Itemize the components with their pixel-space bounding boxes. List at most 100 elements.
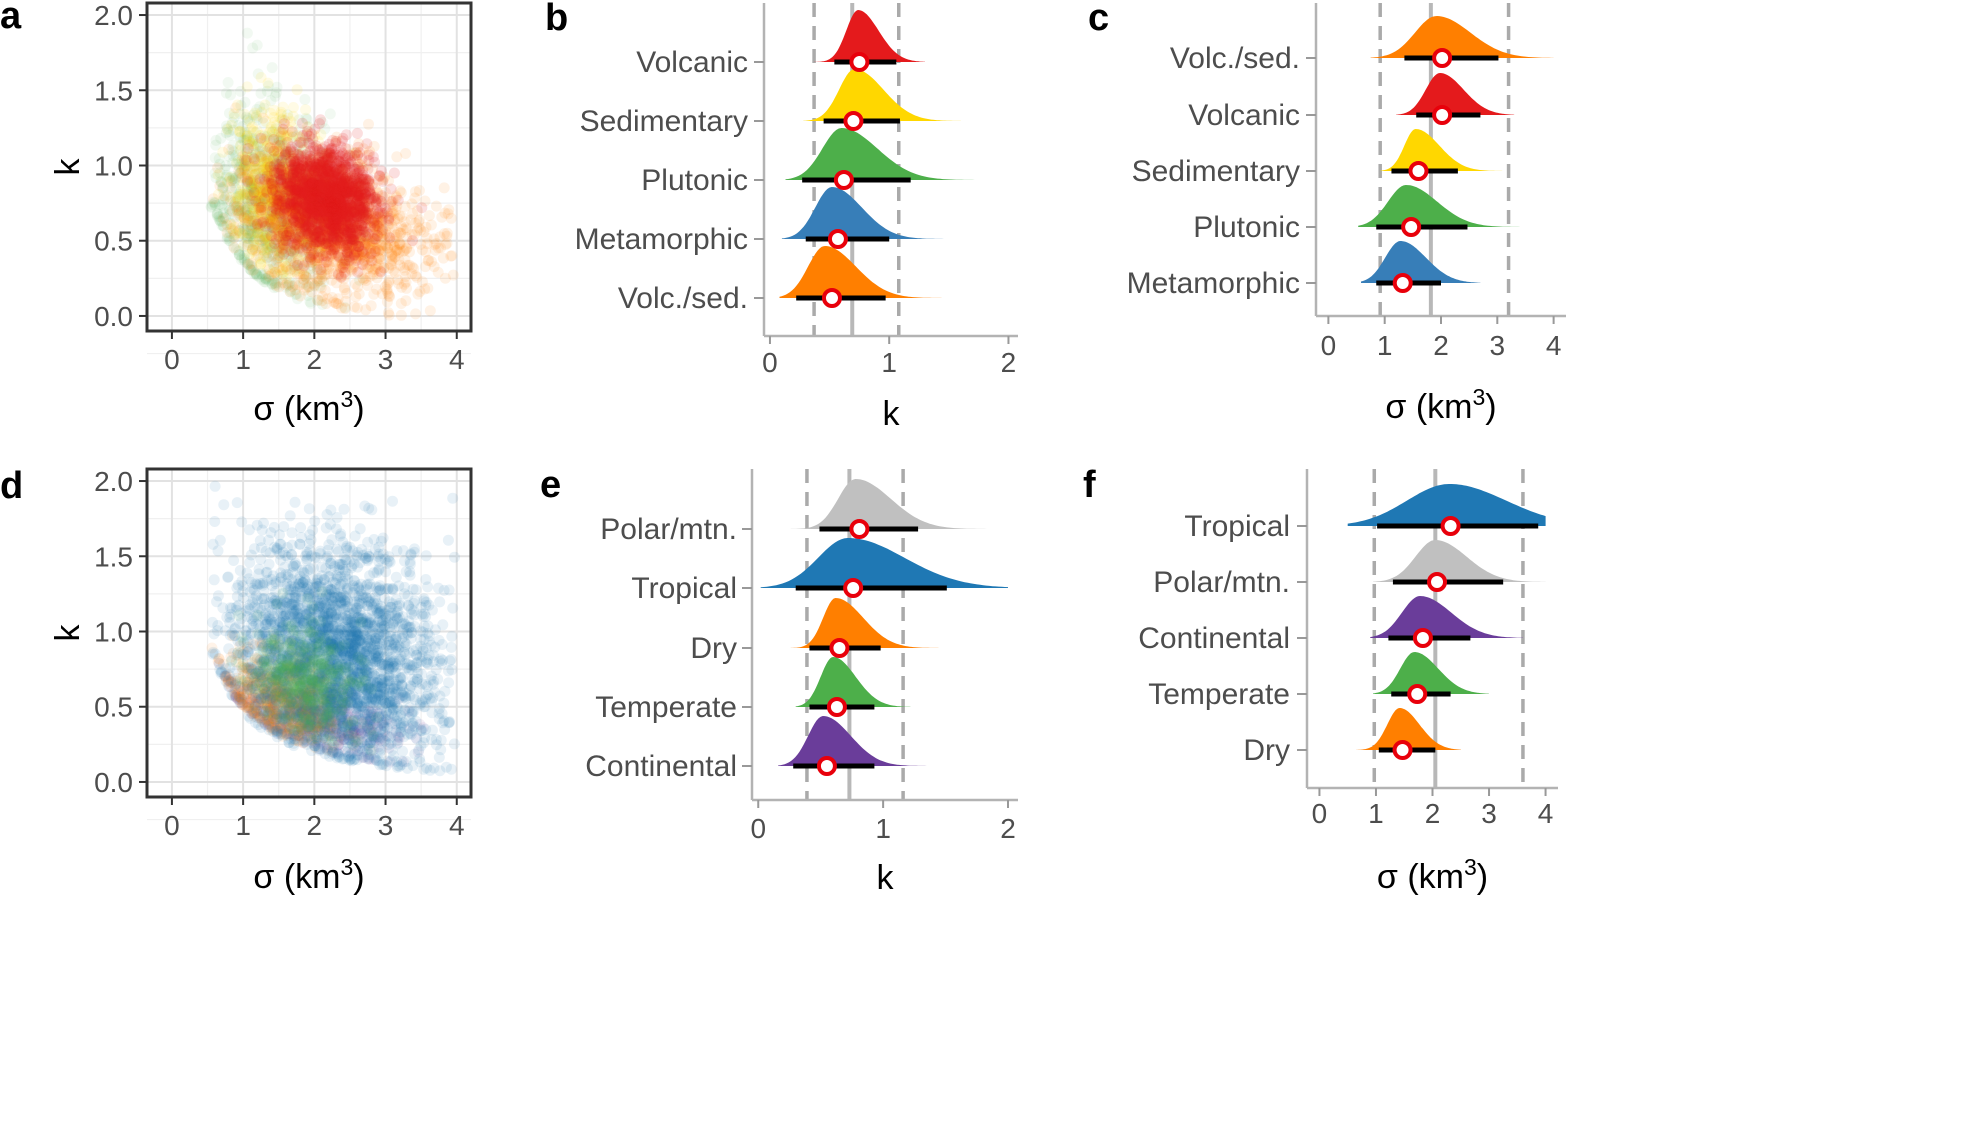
data-point	[251, 268, 263, 280]
data-point	[410, 308, 422, 320]
data-point	[251, 114, 263, 126]
data-point	[274, 194, 286, 206]
panel-a: a0.00.51.01.52.00 1 2 3 4kσ (km3)	[0, 0, 473, 428]
point-estimate	[833, 170, 854, 190]
data-point	[246, 260, 258, 272]
data-point	[227, 116, 238, 128]
data-point	[304, 240, 316, 252]
data-point	[384, 232, 396, 244]
data-point	[286, 172, 298, 184]
data-point	[276, 137, 288, 149]
data-point	[287, 183, 299, 195]
data-point	[338, 282, 350, 294]
data-point	[268, 200, 280, 212]
data-point	[326, 213, 338, 225]
data-point	[276, 218, 288, 230]
data-point	[301, 114, 313, 125]
data-point	[295, 228, 307, 240]
data-point	[289, 228, 301, 240]
data-point	[242, 210, 254, 221]
category-label: Metamorphic	[575, 223, 748, 256]
data-point	[271, 277, 283, 289]
data-point	[275, 135, 287, 147]
data-point	[214, 158, 226, 170]
data-point	[246, 190, 258, 202]
data-point	[290, 289, 301, 300]
x-axis-title-main: σ (km	[253, 390, 340, 428]
data-point	[233, 249, 245, 261]
data-point	[250, 197, 262, 209]
data-point	[318, 148, 330, 160]
data-point	[233, 119, 245, 131]
data-point	[258, 150, 269, 161]
data-point	[247, 135, 259, 147]
data-point	[309, 216, 321, 227]
data-point	[241, 146, 253, 158]
data-point	[385, 183, 397, 195]
data-point	[217, 181, 229, 193]
data-point	[214, 215, 226, 227]
data-point	[354, 205, 365, 217]
data-point	[241, 177, 252, 189]
data-point	[280, 171, 292, 183]
data-point	[248, 183, 260, 195]
data-point	[269, 149, 281, 161]
data-point	[238, 165, 250, 177]
x-axis-title-main: k	[883, 395, 901, 433]
x-tick-label: 3	[378, 344, 394, 375]
data-point	[254, 101, 266, 113]
data-point	[207, 193, 219, 205]
data-point	[303, 251, 315, 263]
data-point	[289, 164, 301, 176]
data-point	[243, 216, 255, 228]
data-point	[445, 250, 457, 262]
data-point	[254, 219, 266, 231]
data-point	[353, 288, 365, 300]
data-point	[261, 164, 273, 176]
data-point	[255, 132, 267, 144]
point-estimate	[1432, 105, 1453, 125]
data-point	[260, 273, 272, 285]
data-point	[254, 172, 266, 183]
data-point	[276, 247, 288, 259]
data-point	[248, 268, 260, 280]
data-point	[255, 195, 267, 207]
data-point	[257, 170, 269, 182]
data-point	[383, 212, 395, 224]
data-point	[214, 180, 226, 192]
data-point	[280, 149, 292, 161]
data-point	[233, 245, 245, 257]
data-point	[261, 229, 273, 241]
data-point	[252, 167, 264, 179]
data-point	[250, 220, 261, 232]
data-point	[254, 148, 266, 160]
data-point	[247, 208, 259, 220]
data-point	[337, 132, 349, 144]
category-label: Metamorphic	[1127, 267, 1300, 300]
data-point	[293, 225, 305, 236]
data-point	[264, 177, 276, 189]
data-point	[235, 254, 247, 266]
data-point	[306, 192, 318, 203]
data-point	[268, 259, 279, 271]
data-point	[265, 161, 277, 173]
data-point	[239, 134, 251, 146]
data-point	[317, 156, 329, 168]
data-point	[258, 130, 270, 142]
data-point	[234, 167, 246, 179]
data-point	[257, 234, 269, 246]
data-point	[304, 252, 316, 264]
data-point	[300, 271, 312, 283]
y-axis-title: k	[49, 158, 87, 176]
data-point	[268, 171, 280, 183]
data-point	[340, 189, 352, 201]
data-point	[328, 243, 340, 255]
data-point	[286, 169, 298, 180]
data-point	[247, 152, 259, 164]
data-point	[314, 245, 326, 257]
data-point	[256, 186, 268, 198]
data-point	[345, 210, 356, 222]
data-point	[248, 218, 260, 229]
data-point	[280, 147, 292, 159]
data-point	[221, 230, 233, 242]
